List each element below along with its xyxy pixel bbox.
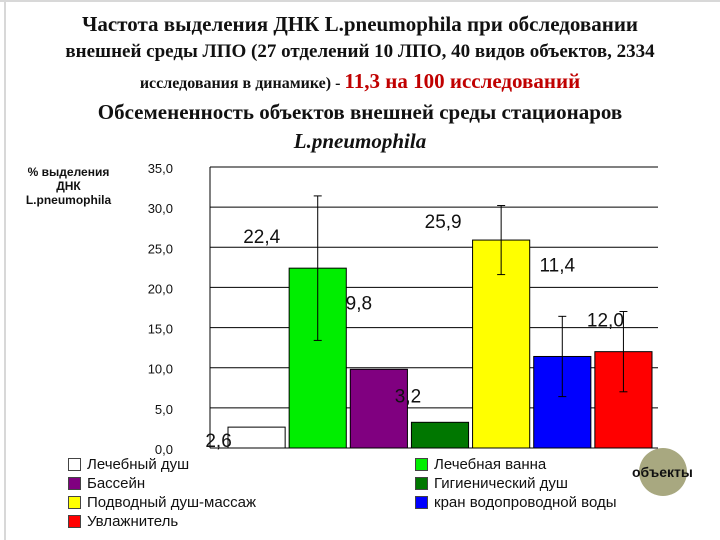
legend-item: Лечебная ванна	[415, 456, 546, 473]
legend-swatch	[68, 514, 81, 528]
legend-item: Бассейн	[68, 475, 145, 492]
y-axis-label-line-2: ДНК	[56, 179, 81, 193]
title-line-5: L.pneumophila	[293, 129, 427, 153]
legend: Лечебный душ Лечебная ванна Бассейн Гигиени…	[68, 456, 668, 536]
legend-swatch	[415, 476, 428, 490]
title-line-1: Частота выделения ДНК L.pneumophila при …	[81, 12, 639, 36]
data-label: 11,4	[539, 255, 575, 276]
legend-label: кран водопроводной воды	[434, 494, 617, 511]
title-line-3-prefix: исследования в динамике) -	[139, 75, 345, 92]
data-label: 9,8	[346, 293, 372, 314]
data-label: 25,9	[425, 212, 462, 233]
legend-item: Гигиенический душ	[415, 475, 568, 492]
legend-label: Лечебная ванна	[434, 456, 547, 473]
y-tick-label: 35,0	[148, 161, 173, 176]
legend-item: Подводный душ-массаж	[68, 494, 256, 511]
bar	[410, 421, 470, 449]
y-tick-label: 5,0	[155, 402, 173, 417]
legend-item: Лечебный душ	[68, 456, 189, 473]
data-label: 12,0	[587, 311, 624, 332]
legend-swatch	[68, 495, 81, 509]
objects-badge	[639, 448, 687, 496]
data-label: 22,4	[243, 227, 280, 248]
legend-swatch	[415, 457, 428, 471]
y-tick-label: 30,0	[148, 201, 173, 216]
y-tick-label: 15,0	[148, 322, 173, 337]
legend-label: Подводный душ-массаж	[87, 494, 257, 511]
legend-label: Бассейн	[87, 475, 146, 492]
objects-badge-label: объекты	[632, 464, 693, 480]
legend-swatch	[415, 495, 428, 509]
data-label: 3,2	[395, 386, 421, 407]
y-tick-label: 25,0	[148, 241, 173, 256]
legend-label: Гигиенический душ	[434, 475, 568, 492]
legend-label: Увлажнитель	[87, 513, 179, 530]
y-axis-label-line-3: L.pneumophila	[25, 193, 112, 207]
bar	[227, 426, 286, 449]
title-line-4: Обсемененность объектов внешней среды ст…	[97, 100, 623, 124]
legend-item: Увлажнитель	[68, 513, 178, 530]
y-tick-label: 20,0	[148, 281, 173, 296]
frame-top-line	[0, 0, 720, 2]
y-tick-label: 0,0	[155, 442, 173, 457]
legend-item: кран водопроводной воды	[415, 494, 617, 511]
y-axis-label-line-1: % выделения	[27, 165, 110, 179]
frame-left-line	[4, 0, 6, 540]
legend-label: Лечебный душ	[87, 456, 190, 473]
title-line-2: внешней среды ЛПО (27 отделений 10 ЛПО, …	[65, 41, 655, 62]
y-tick-label: 10,0	[148, 362, 173, 377]
title-line-3: исследования в динамике) - 11,3 на 100 и…	[0, 69, 720, 94]
title-highlight: 11,3 на 100 исследований	[344, 69, 581, 93]
y-axis-label: % выделения ДНК L.pneumophila	[16, 165, 121, 207]
data-label: 2,6	[205, 431, 231, 452]
legend-swatch	[68, 457, 81, 471]
legend-swatch	[68, 476, 81, 490]
bar	[349, 368, 408, 449]
